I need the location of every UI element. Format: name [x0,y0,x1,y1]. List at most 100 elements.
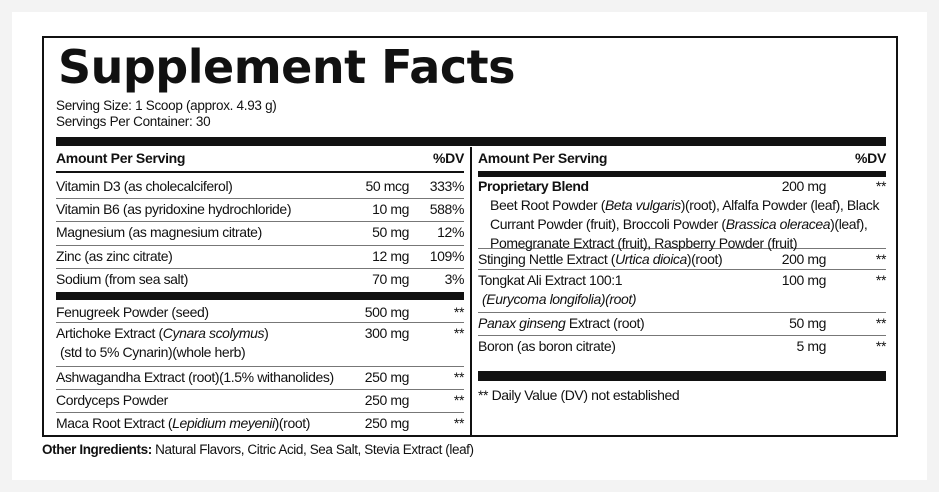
text-segment: Proprietary Blend [478,178,589,194]
text-segment: Currant Powder (fruit), Broccoli Powder … [490,216,726,232]
text-segment: Cordyceps Powder [56,392,168,408]
text-segment: Stinging Nettle Extract ( [478,251,616,267]
ingredient-name: Tongkat Ali Extract 100:1 (Eurycoma longi… [478,271,637,309]
text-segment: Magnesium (as magnesium citrate) [56,224,262,240]
ingredient-row: Boron (as boron citrate) 5 mg ** [478,337,886,359]
ingredient-amount: 250 mg [364,415,410,431]
text-segment: Fenugreek Powder (seed) [56,304,209,320]
text-segment: )(root), Alfalfa Powder (leaf), Black [680,197,880,213]
text-segment: Brassica oleracea [725,216,831,232]
ingredient-row: Stinging Nettle Extract (Urtica dioica)(… [478,250,886,270]
ingredient-name: Artichoke Extract (Cynara scolymus) (std … [56,324,269,362]
text-segment: )(root) [274,415,311,431]
ingredient-name: Boron (as boron citrate) [478,337,616,356]
amount-header: Amount Per Serving [478,150,608,166]
dv-header: %DV [855,150,886,166]
text-segment: (std to 5% Cynarin)(whole herb) [60,344,246,360]
text-segment: Beet Root Powder ( [490,197,605,213]
ingredient-amount: 300 mg [364,325,410,341]
ingredient-dv: ** [453,369,465,385]
text-segment: Sodium (from sea salt) [56,271,189,287]
ingredient-dv: ** [453,392,465,408]
text-segment: Maca Root Extract ( [56,415,173,431]
ingredient-name: Proprietary Blend Beet Root Powder (Beta … [478,177,880,253]
text-segment: Tongkat Ali Extract 100:1 [478,272,623,288]
ingredient-row: Zinc (as zinc citrate) 12 mg 109% [56,247,464,269]
top-thick-divider [56,137,886,146]
ingredient-dv: 109% [429,248,465,264]
ingredient-name: Cordyceps Powder [56,391,168,410]
ingredient-row: Ashwagandha Extract (root)(1.5% withanol… [56,368,464,390]
ingredient-amount: 200 mg [781,178,827,194]
text-segment: Vitamin D3 (as cholecalciferol) [56,178,233,194]
text-segment: Vitamin B6 (as pyridoxine hydrochloride) [56,201,292,217]
ingredient-dv: ** [875,272,887,288]
serving-size: Serving Size: 1 Scoop (approx. 4.93 g) [56,98,277,113]
text-segment: Beta vulgaris [604,197,681,213]
ingredient-dv: 12% [437,224,464,240]
ingredient-amount: 70 mg [372,271,409,287]
ingredient-amount: 50 mg [789,315,826,331]
other-ingredients-value: Natural Flavors, Citric Acid, Sea Salt, … [151,442,474,457]
ingredient-name: Maca Root Extract (Lepidium meyenii)(roo… [56,414,310,433]
footnote: ** Daily Value (DV) not established [478,387,680,403]
ingredient-row: Maca Root Extract (Lepidium meyenii)(roo… [56,414,464,436]
ingredient-dv: ** [875,178,887,194]
ingredient-row: Vitamin B6 (as pyridoxine hydrochloride)… [56,200,464,222]
text-segment: Boron (as boron citrate) [478,338,616,354]
ingredient-row: Sodium (from sea salt) 70 mg 3% [56,270,464,292]
ingredient-amount: 250 mg [364,392,410,408]
ingredient-name: Zinc (as zinc citrate) [56,247,173,266]
ingredient-name: Vitamin D3 (as cholecalciferol) [56,177,233,196]
text-segment: Urtica dioica [615,251,687,267]
ingredient-amount: 50 mcg [365,178,409,194]
text-segment: Zinc (as zinc citrate) [56,248,173,264]
ingredient-dv: ** [453,415,465,431]
ingredient-amount: 100 mg [781,272,827,288]
other-ingredients: Other Ingredients: Natural Flavors, Citr… [42,442,474,457]
text-segment: (Eurycoma longifolia)(root) [482,291,637,307]
panel-title: Supplement Facts [58,40,516,94]
text-segment: Artichoke Extract ( [56,325,163,341]
bottom-thick-divider [478,371,886,381]
ingredient-dv: 333% [429,178,465,194]
other-ingredients-label: Other Ingredients: [42,442,152,457]
ingredient-name: Fenugreek Powder (seed) [56,303,209,322]
ingredient-amount: 50 mg [372,224,409,240]
ingredient-name: Panax ginseng Extract (root) [478,314,645,333]
text-segment: Cynara scolymus [162,325,265,341]
ingredient-amount: 250 mg [364,369,410,385]
text-segment: ) [264,325,269,341]
ingredient-row: Panax ginseng Extract (root) 50 mg ** [478,314,886,336]
ingredient-dv: 3% [444,271,465,287]
label-card [12,12,927,480]
ingredient-row: Tongkat Ali Extract 100:1 (Eurycoma longi… [478,271,886,313]
header-divider [56,171,464,173]
ingredient-amount: 200 mg [781,251,827,267]
ingredient-dv: 588% [429,201,465,217]
text-segment: Lepidium meyenii [172,415,275,431]
ingredient-row: Vitamin D3 (as cholecalciferol) 50 mcg 333… [56,177,464,199]
text-segment: Extract (root) [565,315,645,331]
ingredient-dv: ** [453,304,465,320]
ingredient-amount: 5 mg [796,338,826,354]
text-segment: )(root) [686,251,723,267]
ingredient-row: Fenugreek Powder (seed) 500 mg ** [56,303,464,323]
ingredient-amount: 10 mg [372,201,409,217]
text-segment: Panax ginseng [478,315,566,331]
amount-header: Amount Per Serving [56,150,186,166]
ingredient-name: Sodium (from sea salt) [56,270,188,289]
ingredient-dv: ** [453,325,465,341]
dv-header: %DV [433,150,464,166]
header-divider [478,171,886,177]
text-segment: Ashwagandha Extract (root)(1.5% withanol… [56,369,334,385]
ingredient-row: Artichoke Extract (Cynara scolymus) (std … [56,324,464,367]
supplement-facts-panel: Supplement Facts Serving Size: 1 Scoop (… [42,36,898,437]
ingredient-name: Stinging Nettle Extract (Urtica dioica)(… [478,250,723,269]
ingredient-dv: ** [875,338,887,354]
column-divider [470,147,472,437]
ingredient-row: Cordyceps Powder 250 mg ** [56,391,464,413]
ingredient-row: Proprietary Blend Beet Root Powder (Beta … [478,177,887,251]
text-segment: Pomegranate Extract (fruit), Raspberry P… [490,235,798,251]
ingredient-name: Ashwagandha Extract (root)(1.5% withanol… [56,368,334,387]
